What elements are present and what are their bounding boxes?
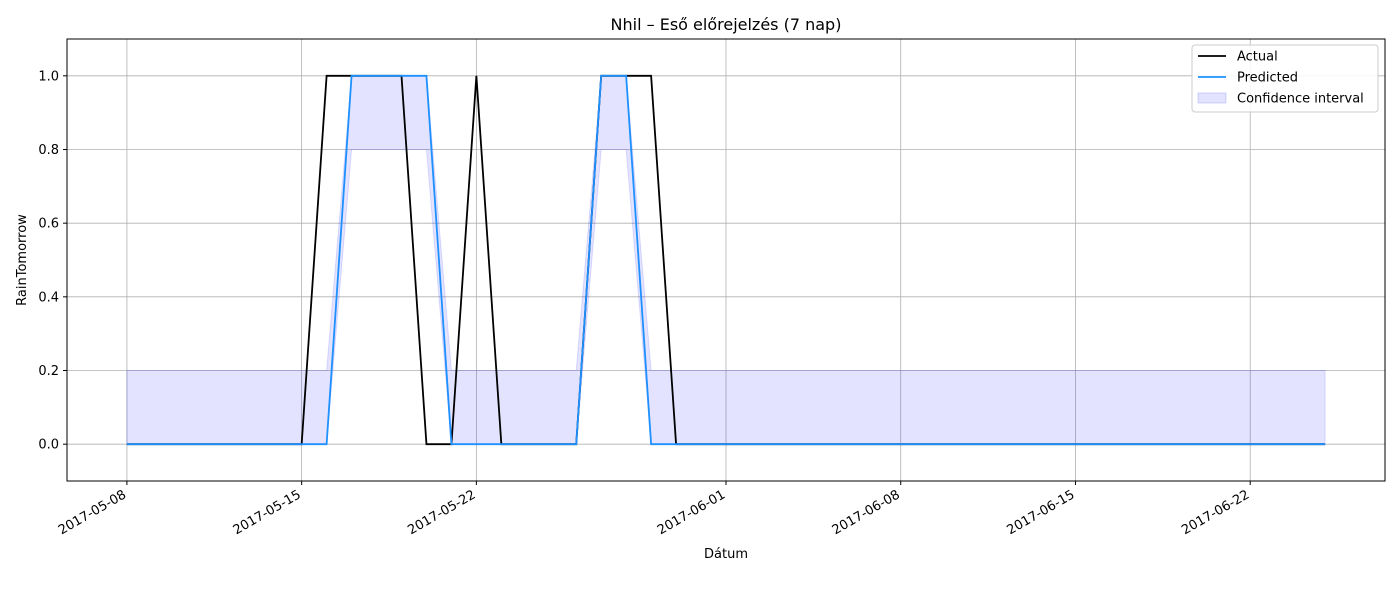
y-tick-label: 1.0 (38, 69, 59, 84)
y-tick-label: 0.0 (38, 438, 59, 453)
x-tick-label: 2017-05-22 (405, 487, 478, 538)
series-line-predicted (126, 74, 1326, 446)
legend-label: Actual (1237, 50, 1278, 65)
y-axis-label: RainTomorrow (15, 214, 30, 306)
legend-label: Confidence interval (1237, 92, 1364, 107)
x-tick-label: 2017-05-15 (231, 487, 304, 538)
chart-legend: Actual Predicted Confidence interval (1191, 44, 1379, 113)
x-tick-label: 2017-06-01 (655, 487, 728, 538)
legend-label: Predicted (1237, 71, 1298, 86)
plot-area: 0.0 0.2 0.4 0.6 0.8 1.0 2017-05-08 2017-05-15 20… (38, 38, 1386, 538)
y-tick-label: 0.6 (38, 217, 59, 232)
x-tick-label: 2017-06-22 (1179, 487, 1252, 538)
y-tick-label: 0.8 (38, 143, 59, 158)
legend-swatch-confidence (1197, 92, 1227, 104)
legend-box (1191, 44, 1379, 113)
y-tick-label: 0.2 (38, 364, 59, 379)
x-tick-label: 2017-06-08 (830, 487, 903, 538)
x-axis-label: Dátum (704, 547, 748, 562)
x-tick-label: 2017-06-15 (1005, 487, 1078, 538)
chart-title: Nhil – Eső előrejelzés (7 nap) (611, 15, 842, 34)
x-tick-label: 2017-05-08 (56, 487, 129, 538)
y-tick-label: 0.4 (38, 290, 59, 305)
